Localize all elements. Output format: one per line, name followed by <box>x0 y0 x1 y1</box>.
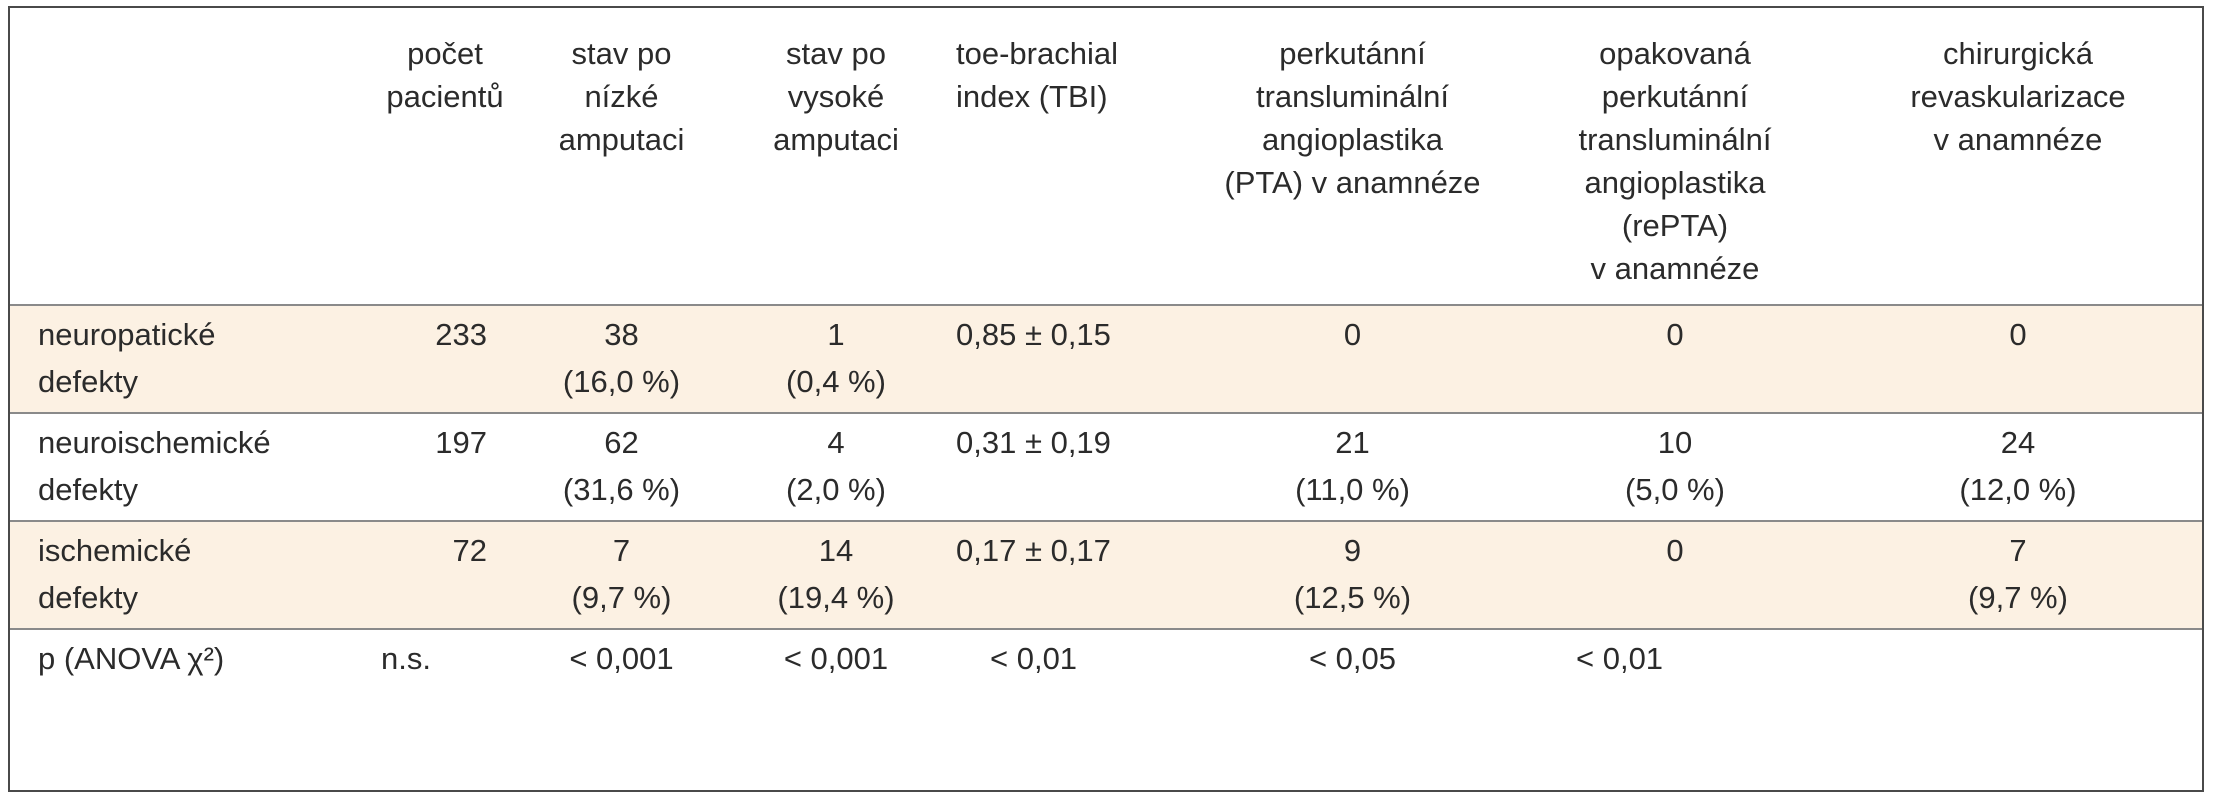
header-repta: opakovaná perkutánní transluminální angi… <box>1516 8 1834 306</box>
data-table: počet pacientů stav po nízké amputaci st… <box>10 8 2202 689</box>
header-row: počet pacientů stav po nízké amputaci st… <box>10 8 2202 306</box>
p-cell-count: n.s. <box>367 629 523 689</box>
cell-high-amputation: 1 (0,4 %) <box>720 305 952 414</box>
row-label: neuropatické defekty <box>10 305 367 414</box>
cell-tbi: 0,85 ± 0,15 <box>952 305 1189 414</box>
header-patient-count: počet pacientů <box>367 8 523 306</box>
p-cell-surgical <box>1834 629 2202 689</box>
cell-pta: 0 <box>1189 305 1516 414</box>
cell-pta: 9 (12,5 %) <box>1189 521 1516 630</box>
cell-low-amputation: 62 (31,6 %) <box>523 413 720 522</box>
cell-count: 233 <box>367 305 523 414</box>
cell-tbi: 0,17 ± 0,17 <box>952 521 1189 630</box>
header-low-amputation: stav po nízké amputaci <box>523 8 720 306</box>
header-tbi: toe-brachial index (TBI) <box>952 8 1189 306</box>
header-high-amputation: stav po vysoké amputaci <box>720 8 952 306</box>
p-cell-high-amputation: < 0,001 <box>720 629 952 689</box>
p-cell-pta: < 0,05 <box>1189 629 1516 689</box>
cell-high-amputation: 4 (2,0 %) <box>720 413 952 522</box>
header-pta: perkutánní transluminální angioplastika … <box>1189 8 1516 306</box>
cell-count: 72 <box>367 521 523 630</box>
cell-repta: 0 <box>1516 521 1834 630</box>
cell-tbi: 0,31 ± 0,19 <box>952 413 1189 522</box>
header-surgical-revascularization: chirurgická revaskularizace v anamnéze <box>1834 8 2202 306</box>
table-frame <box>8 6 2204 792</box>
cell-repta: 0 <box>1516 305 1834 414</box>
p-cell-low-amputation: < 0,001 <box>523 629 720 689</box>
cell-low-amputation: 38 (16,0 %) <box>523 305 720 414</box>
p-value-row: p (ANOVA χ²) n.s. < 0,001 < 0,001 < 0,01… <box>10 629 2202 689</box>
table-row: neuropatické defekty 233 38 (16,0 %) 1 (… <box>10 305 2202 414</box>
cell-repta: 10 (5,0 %) <box>1516 413 1834 522</box>
row-label: neuroischemické defekty <box>10 413 367 522</box>
p-cell-tbi: < 0,01 <box>952 629 1189 689</box>
cell-count: 197 <box>367 413 523 522</box>
cell-surgical: 0 <box>1834 305 2202 414</box>
cell-surgical: 7 (9,7 %) <box>1834 521 2202 630</box>
row-label: ischemické defekty <box>10 521 367 630</box>
cell-low-amputation: 7 (9,7 %) <box>523 521 720 630</box>
p-row-label: p (ANOVA χ²) <box>10 629 367 689</box>
cell-high-amputation: 14 (19,4 %) <box>720 521 952 630</box>
header-corner <box>10 8 367 306</box>
cell-surgical: 24 (12,0 %) <box>1834 413 2202 522</box>
table-row: neuroischemické defekty 197 62 (31,6 %) … <box>10 413 2202 522</box>
cell-pta: 21 (11,0 %) <box>1189 413 1516 522</box>
p-cell-repta: < 0,01 <box>1516 629 1834 689</box>
table-row: ischemické defekty 72 7 (9,7 %) 14 (19,4… <box>10 521 2202 630</box>
